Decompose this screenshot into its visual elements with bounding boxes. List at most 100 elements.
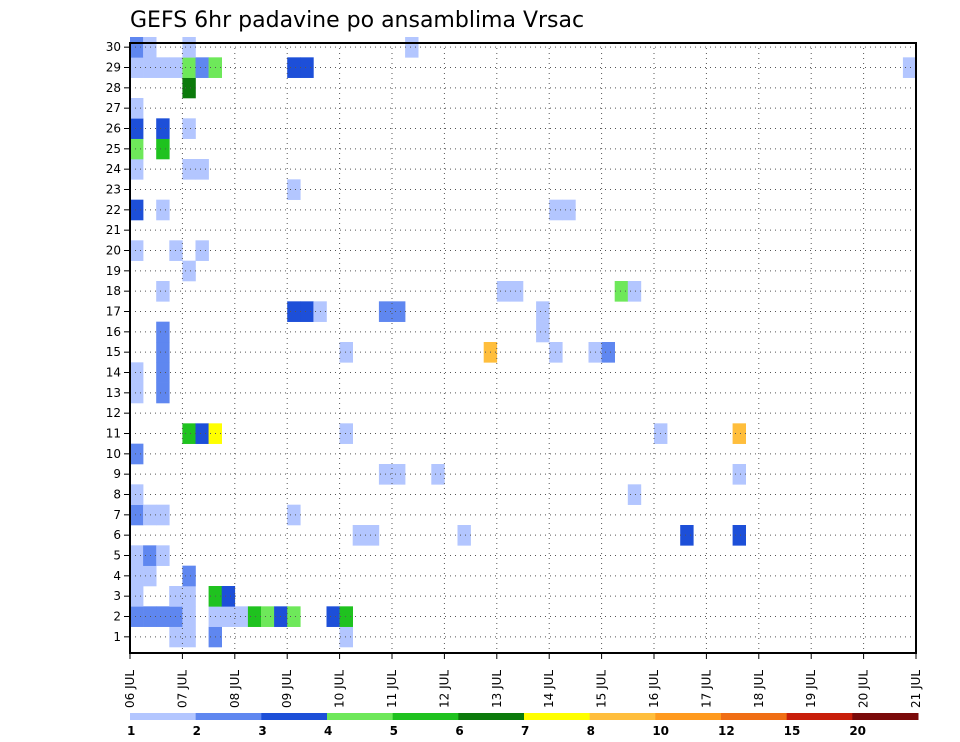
colorbar-label: 2 bbox=[193, 724, 201, 738]
colorbar-label: 12 bbox=[718, 724, 735, 738]
heatmap-cell bbox=[143, 504, 157, 526]
heatmap-cell bbox=[431, 464, 445, 485]
heatmap-cell bbox=[287, 301, 301, 322]
heatmap-cell bbox=[536, 321, 550, 343]
colorbar-swatch bbox=[721, 713, 788, 720]
colorbar-swatch bbox=[786, 713, 853, 720]
y-tick-label: 26 bbox=[106, 122, 121, 136]
heatmap-cell bbox=[195, 57, 209, 78]
colorbar-label: 8 bbox=[587, 724, 595, 738]
heatmap-cell bbox=[156, 118, 170, 139]
y-tick-label: 1 bbox=[113, 630, 121, 644]
colorbar-swatch bbox=[458, 713, 525, 720]
x-tick-label: 17 JUL bbox=[699, 670, 713, 708]
heatmap-cell bbox=[732, 464, 746, 485]
heatmap-cell bbox=[130, 586, 144, 607]
heatmap-cell bbox=[182, 57, 196, 78]
heatmap-cell bbox=[287, 606, 301, 627]
y-tick-label: 30 bbox=[106, 40, 121, 54]
heatmap-cell bbox=[156, 362, 170, 383]
heatmap-cell bbox=[130, 545, 144, 566]
heatmap-cell bbox=[182, 77, 196, 99]
heatmap-cell bbox=[130, 138, 144, 160]
y-tick-label: 23 bbox=[106, 183, 121, 197]
y-tick-label: 28 bbox=[106, 81, 121, 95]
heatmap-cell bbox=[902, 57, 917, 78]
heatmap-cell bbox=[562, 199, 576, 221]
y-tick-label: 17 bbox=[106, 305, 121, 319]
heatmap-cell bbox=[261, 606, 275, 627]
heatmap-cell bbox=[143, 565, 157, 587]
heatmap-cell bbox=[195, 423, 209, 444]
heatmap-cell bbox=[130, 159, 144, 180]
x-tick-label: 10 JUL bbox=[333, 670, 347, 708]
colorbar-label: 4 bbox=[324, 724, 332, 738]
colorbar-swatch bbox=[261, 713, 328, 720]
heatmap-cell bbox=[195, 240, 209, 261]
heatmap-cell bbox=[156, 199, 170, 221]
heatmap-cell bbox=[143, 545, 157, 566]
heatmap-cell bbox=[130, 362, 144, 383]
y-tick-label: 13 bbox=[106, 386, 121, 400]
colorbar-swatch bbox=[589, 713, 656, 720]
heatmap-cell bbox=[339, 606, 353, 627]
x-axis: 06 JUL 07 JUL 08 JUL 09 JUL 10 JUL 11 JUL 12 J… bbox=[123, 653, 923, 708]
colorbar-label: 3 bbox=[258, 724, 266, 738]
y-axis: 1234567891011121314151617181920212223242… bbox=[106, 40, 130, 644]
heatmap-cell bbox=[182, 565, 196, 587]
heatmap-cell bbox=[182, 37, 196, 58]
colorbar-legend: 1 2 3 4 5 6 7 8 10 12 15 20 bbox=[127, 713, 919, 738]
y-tick-label: 2 bbox=[113, 610, 121, 624]
heatmap-cell bbox=[182, 606, 196, 627]
x-tick-label: 06 JUL bbox=[123, 670, 137, 708]
heatmap-cell bbox=[143, 606, 157, 627]
y-tick-label: 21 bbox=[106, 223, 121, 237]
heatmap-cell bbox=[339, 423, 353, 444]
heatmap-cell bbox=[405, 37, 419, 58]
heatmap-cell bbox=[182, 260, 196, 282]
heatmap-cell bbox=[457, 525, 471, 546]
heatmap-cell bbox=[392, 464, 406, 485]
heatmap-cell bbox=[130, 199, 144, 221]
x-tick-label: 14 JUL bbox=[542, 670, 556, 708]
heatmap-cell bbox=[326, 606, 340, 627]
y-tick-label: 9 bbox=[113, 467, 121, 481]
heatmap-cell bbox=[156, 281, 170, 302]
heatmap-cell bbox=[130, 118, 144, 139]
heatmap-cell bbox=[143, 57, 157, 78]
heatmap-cell bbox=[130, 240, 144, 261]
y-tick-label: 12 bbox=[106, 406, 121, 420]
heatmap-cell bbox=[156, 382, 170, 404]
heatmap-cell bbox=[339, 342, 353, 363]
y-tick-label: 27 bbox=[106, 101, 121, 115]
colorbar-label: 6 bbox=[455, 724, 463, 738]
colorbar-swatch bbox=[655, 713, 722, 720]
colorbar-label: 7 bbox=[521, 724, 529, 738]
y-tick-label: 7 bbox=[113, 508, 121, 522]
x-tick-label: 09 JUL bbox=[280, 670, 294, 708]
heatmap-cell bbox=[195, 159, 209, 180]
heatmap-cell bbox=[509, 281, 524, 302]
x-tick-label: 11 JUL bbox=[385, 670, 399, 708]
heatmap-cell bbox=[130, 443, 144, 465]
x-tick-label: 13 JUL bbox=[490, 670, 504, 708]
x-tick-label: 21 JUL bbox=[909, 670, 923, 708]
colorbar-label: 15 bbox=[784, 724, 801, 738]
heatmap-cell bbox=[247, 606, 262, 627]
heatmap-cell bbox=[156, 138, 170, 160]
heatmap-cell bbox=[156, 545, 170, 566]
y-tick-label: 19 bbox=[106, 264, 121, 278]
heatmap-cell bbox=[352, 525, 367, 546]
colorbar-label: 20 bbox=[849, 724, 866, 738]
y-tick-label: 5 bbox=[113, 549, 121, 563]
heatmap-cell bbox=[221, 606, 236, 627]
heatmap-cell bbox=[156, 57, 170, 78]
y-tick-label: 22 bbox=[106, 203, 121, 217]
heatmap-cell bbox=[182, 423, 196, 444]
y-tick-label: 18 bbox=[106, 284, 121, 298]
y-tick-label: 15 bbox=[106, 345, 121, 359]
x-tick-label: 18 JUL bbox=[752, 670, 766, 708]
y-tick-label: 11 bbox=[106, 427, 121, 441]
y-tick-label: 29 bbox=[106, 61, 121, 75]
heatmap-cell bbox=[627, 281, 642, 302]
